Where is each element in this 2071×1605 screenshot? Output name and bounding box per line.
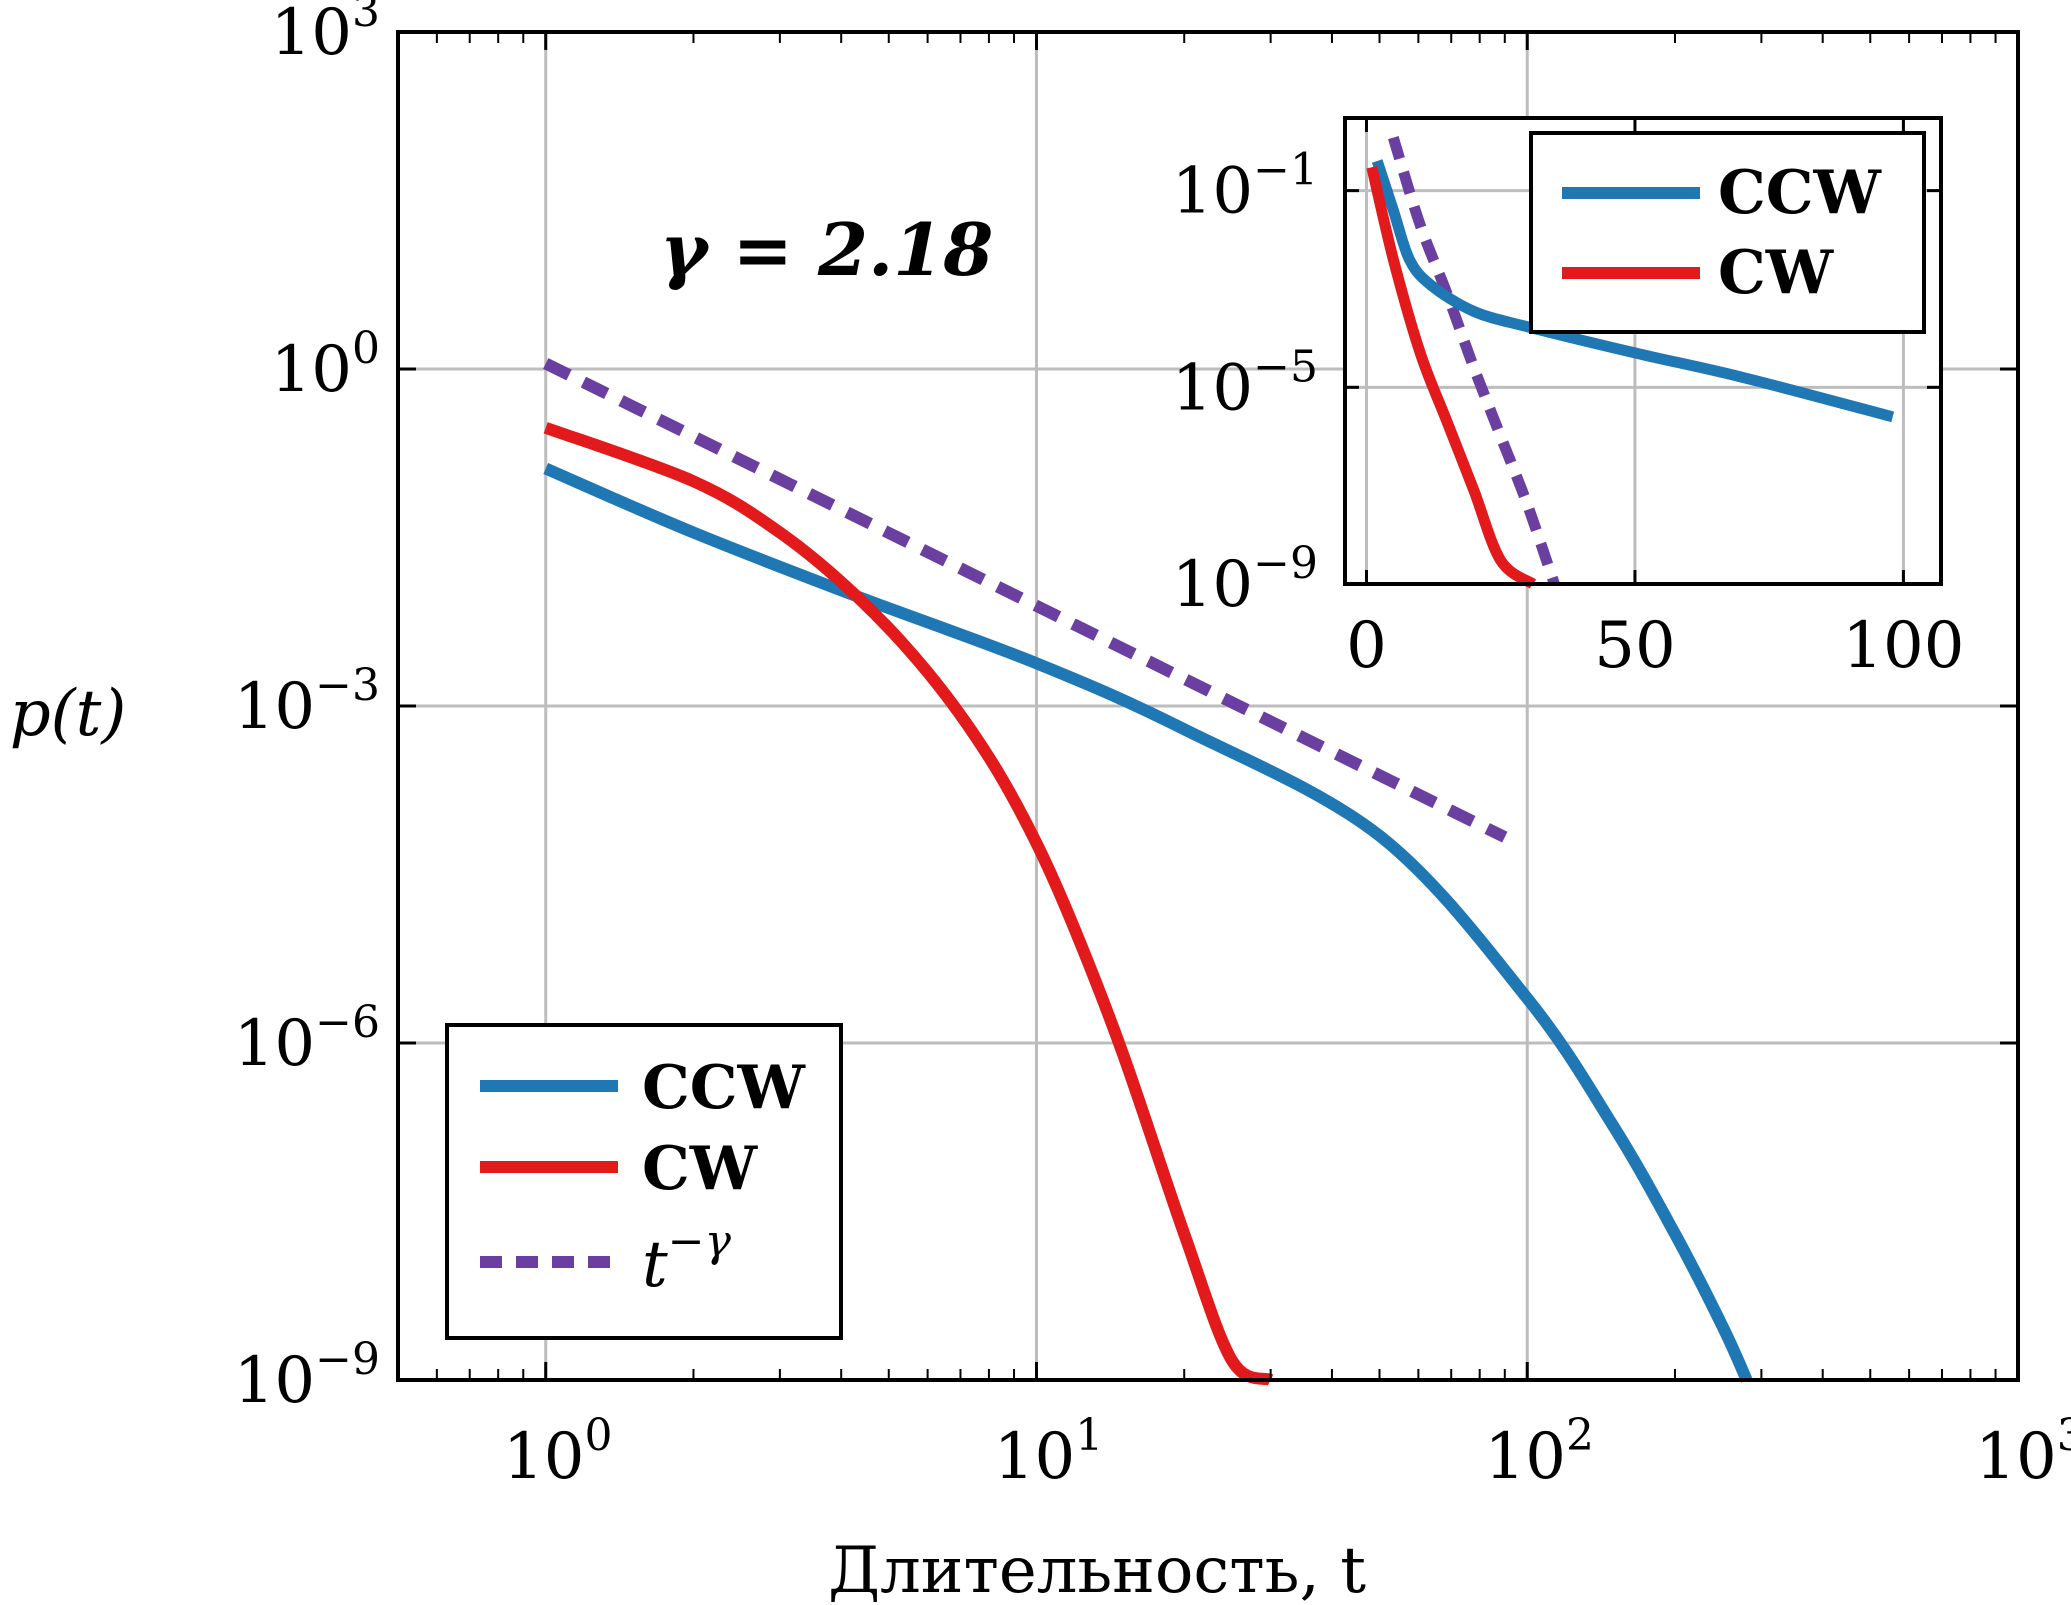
main-xtick-label-2: 102 xyxy=(1485,1410,1594,1494)
main-xtick-label-0-exp: 0 xyxy=(584,1410,612,1461)
main-ytick-label-4: 103 xyxy=(271,0,380,70)
main-xtick-label-2-base: 10 xyxy=(1485,1420,1566,1494)
inset-ytick-label-2-base: 10 xyxy=(1172,155,1253,229)
inset-legend-label-ccw: CCW xyxy=(1718,158,1883,228)
inset-xtick-label-1: 50 xyxy=(1594,609,1675,683)
main-legend-label-cw: CW xyxy=(642,1134,759,1204)
main-ytick-label-2-exp: −3 xyxy=(315,660,380,711)
y-axis-label: p(t) xyxy=(10,677,127,751)
inset-legend: CCW CW xyxy=(1529,131,1926,334)
main-legend-box xyxy=(445,1023,843,1340)
main-legend: CCW CW t−γ xyxy=(445,1023,843,1340)
main-ytick-label-2-base: 10 xyxy=(234,670,315,744)
gamma-annotation: γ = 2.18 xyxy=(660,207,993,292)
inset-ticks xyxy=(1345,118,1941,586)
main-ytick-label-1: 10−6 xyxy=(234,997,380,1081)
inset-ytick-label-2-exp: −1 xyxy=(1253,145,1318,196)
main-ytick-label-0-exp: −9 xyxy=(315,1334,380,1385)
main-ticks xyxy=(398,30,2018,1382)
inset-plot-frame xyxy=(1343,116,1943,586)
inset-ytick-label-0-exp: −9 xyxy=(1253,538,1318,589)
inset-series xyxy=(1366,135,1895,589)
main-legend-label-ccw: CCW xyxy=(642,1053,807,1123)
inset-xtick-label-0: 0 xyxy=(1346,609,1387,683)
inset-xtick-label-2: 100 xyxy=(1842,609,1964,683)
main-ytick-label-4-exp: 3 xyxy=(352,0,380,37)
main-legend-label-fit-exp: −γ xyxy=(668,1216,732,1267)
main-ytick-label-2: 10−3 xyxy=(234,660,380,744)
main-ytick-label-1-exp: −6 xyxy=(315,997,380,1048)
inset-series-power-law-line xyxy=(1388,135,1560,586)
main-ytick-label-0-base: 10 xyxy=(234,1344,315,1418)
main-series xyxy=(543,358,1753,1386)
main-ytick-label-3: 100 xyxy=(271,323,380,407)
main-xtick-label-3: 103 xyxy=(1975,1410,2071,1494)
inset-legend-box xyxy=(1529,131,1926,334)
main-xtick-label-1-exp: 1 xyxy=(1075,1410,1103,1461)
main-legend-label-fit-base: t xyxy=(642,1228,668,1302)
main-series-power-law-line xyxy=(543,358,1508,843)
inset-ytick-label-1-exp: −5 xyxy=(1253,341,1318,392)
main-legend-label-fit: t−γ xyxy=(642,1216,732,1302)
main-xtick-label-1: 101 xyxy=(994,1410,1103,1494)
main-xtick-label-0-base: 10 xyxy=(503,1420,584,1494)
main-xtick-label-1-base: 10 xyxy=(994,1420,1075,1494)
inset-series-ccw-line xyxy=(1371,159,1895,423)
x-axis-label: Длительность, t xyxy=(828,1534,1366,1605)
inset-series-cw-line xyxy=(1366,165,1537,589)
main-xtick-label-0: 100 xyxy=(503,1410,612,1494)
inset-ytick-label-2: 10−1 xyxy=(1172,145,1318,229)
main-ytick-label-3-base: 10 xyxy=(271,333,352,407)
inset-ytick-label-1: 10−5 xyxy=(1172,341,1318,425)
main-ytick-label-4-base: 10 xyxy=(271,0,352,70)
inset-ytick-label-0-base: 10 xyxy=(1172,548,1253,622)
inset-ytick-label-0: 10−9 xyxy=(1172,538,1318,622)
inset-legend-label-cw: CW xyxy=(1718,238,1835,308)
main-series-cw-line xyxy=(543,422,1274,1386)
main-xtick-label-3-exp: 3 xyxy=(2057,1410,2071,1461)
main-series-ccw-line xyxy=(543,462,1753,1383)
inset-ytick-label-1-base: 10 xyxy=(1172,351,1253,425)
main-xtick-label-3-base: 10 xyxy=(1975,1420,2056,1494)
main-ytick-label-0: 10−9 xyxy=(234,1334,380,1418)
main-xtick-label-2-exp: 2 xyxy=(1566,1410,1594,1461)
main-ytick-label-1-base: 10 xyxy=(234,1007,315,1081)
main-ytick-label-3-exp: 0 xyxy=(352,323,380,374)
